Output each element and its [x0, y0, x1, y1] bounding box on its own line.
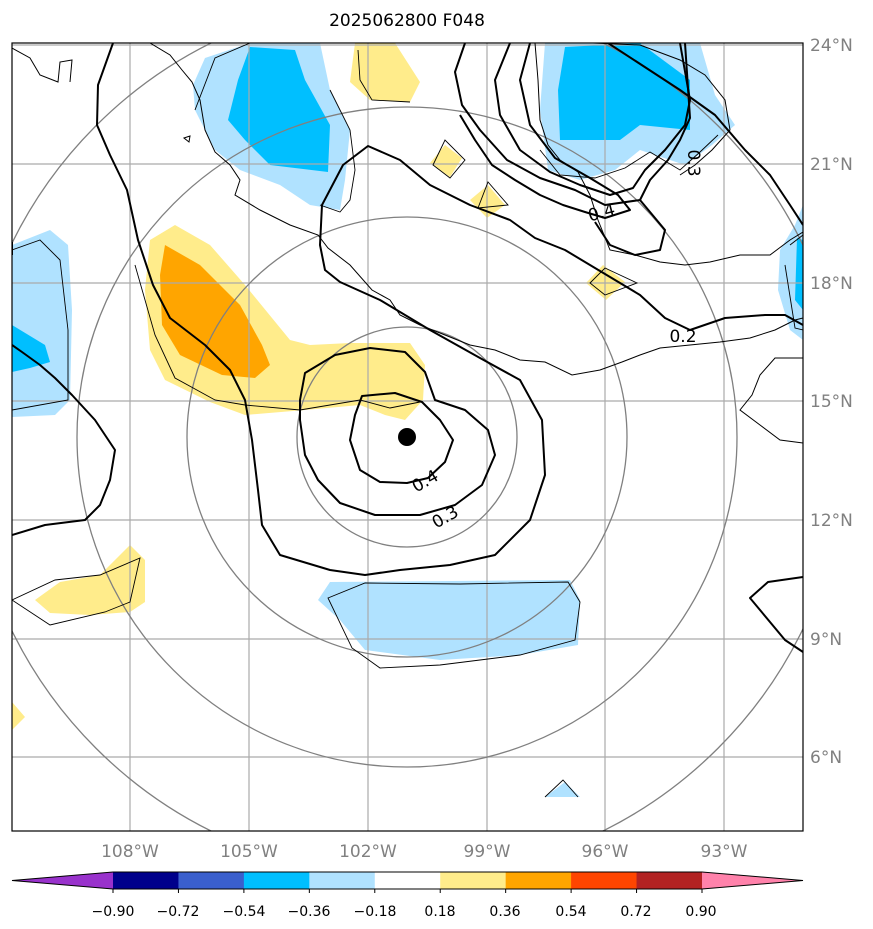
- contour-thin-yellow-north: [357, 49, 411, 103]
- contour-0.3-center: [299, 347, 496, 516]
- contour-0.4-ne: [459, 43, 631, 219]
- contour-label-02: 0.2: [669, 327, 696, 347]
- coastline-yucatan: [592, 43, 731, 176]
- colorbar-extend-high: [702, 872, 803, 889]
- lon-label-102: 102°W: [339, 842, 397, 862]
- coastline-central-america: [739, 357, 803, 444]
- lat-label-12: 12°N: [810, 511, 853, 531]
- contour-thin-nw: [194, 43, 356, 213]
- lat-label-18: 18°N: [810, 274, 853, 294]
- colorbar-tick-label: −0.54: [223, 904, 266, 920]
- shade-yellow-sw-edge: [12, 702, 25, 730]
- contour-thin-small-3: [589, 267, 639, 296]
- colorbar-tick-label: 0.72: [620, 904, 651, 920]
- contour-thin-south: [327, 581, 581, 669]
- lat-label-6: 6°N: [810, 748, 842, 768]
- colorbar-tick-label: −0.36: [288, 904, 331, 920]
- contour-thin-se: [544, 779, 579, 798]
- contour-0.3-left: [12, 344, 116, 536]
- contour-thin-east: [784, 234, 803, 331]
- shade-blue-nw: [228, 47, 330, 172]
- colorbar-segment: [505, 872, 572, 889]
- coastline-small-island: [182, 135, 191, 143]
- colorbar-tick-label: −0.72: [157, 904, 200, 920]
- contour-0.4-center: [349, 392, 454, 484]
- contour-0.3-se: [749, 576, 803, 653]
- contour-thin-west: [12, 239, 69, 411]
- latitude-labels: 24°N 21°N 18°N 15°N 12°N 9°N 6°N: [810, 36, 853, 768]
- map-title: 2025062800 F048: [329, 11, 485, 31]
- contour-0.2-upper-ne: [607, 43, 803, 226]
- shade-blue-west: [12, 325, 50, 372]
- lon-label-105: 105°W: [220, 842, 278, 862]
- shade-yellow-sw: [35, 545, 145, 615]
- lat-label-9: 9°N: [810, 630, 842, 650]
- colorbar-tick-label: 0.54: [555, 904, 586, 920]
- coastline-gulf: [534, 43, 803, 266]
- lon-label-96: 96°W: [582, 842, 629, 862]
- shade-yellow-small-1: [430, 145, 462, 177]
- contour-0.2-upper-ne-lower: [594, 199, 666, 256]
- shade-blue-ne: [558, 43, 690, 140]
- colorbar-tick-label: −0.18: [354, 904, 397, 920]
- colorbar-segment: [571, 872, 638, 889]
- lon-label-99: 99°W: [464, 842, 511, 862]
- colorbar: [11, 871, 804, 893]
- thick-contours: [12, 43, 803, 653]
- coastline-mexico-pacific: [12, 43, 803, 376]
- graticule: [12, 43, 803, 831]
- colorbar-tick-label: 0.90: [685, 904, 716, 920]
- colorbar-extend-low: [12, 872, 113, 889]
- map-content: 0.4 0.3 0.2 0.4 0.3: [12, 43, 803, 831]
- storm-center-marker: [398, 428, 416, 446]
- colorbar-tick-label: 0.18: [424, 904, 455, 920]
- contour-0.3-ne: [494, 43, 691, 196]
- colorbar-segment: [440, 872, 507, 889]
- shade-blue-east: [795, 238, 803, 310]
- colorbar-segment: [113, 872, 179, 889]
- shade-light-blue-west: [12, 230, 72, 417]
- range-rings: [12, 43, 803, 831]
- lon-label-108: 108°W: [101, 842, 159, 862]
- coastlines: [12, 43, 803, 444]
- map-frame: [11, 42, 804, 832]
- contour-thin-ne: [539, 134, 719, 179]
- longitude-labels: 108°W 105°W 102°W 99°W 96°W 93°W: [101, 842, 748, 862]
- colorbar-tick-label: 0.36: [489, 904, 520, 920]
- contour-thin-small-2: [477, 181, 509, 209]
- lat-label-21: 21°N: [810, 155, 853, 175]
- colorbar-segment: [178, 872, 245, 889]
- colorbar-segment: [309, 872, 376, 889]
- shade-light-blue-east: [778, 205, 803, 340]
- contour-label-ne-03: 0.3: [683, 149, 703, 176]
- contour-0.2-main: [96, 43, 803, 576]
- colorbar-labels: −0.90 −0.72 −0.54 −0.36 −0.18 0.18 0.36 …: [92, 904, 717, 920]
- colorbar-tick-label: −0.90: [92, 904, 135, 920]
- lat-label-15: 15°N: [810, 392, 853, 412]
- contour-thin-small-1: [432, 139, 466, 179]
- shade-light-blue-south: [318, 580, 580, 660]
- shade-orange-central: [160, 245, 270, 378]
- contour-0.2-ne: [454, 43, 691, 206]
- lon-label-93: 93°W: [701, 842, 748, 862]
- shade-light-blue-south-edge: [545, 782, 580, 797]
- lat-label-24: 24°N: [810, 36, 853, 56]
- colorbar-segment: [636, 872, 703, 889]
- colorbar-segment: [374, 872, 441, 889]
- colorbar-segment: [243, 872, 310, 889]
- contour-thin-sw: [12, 557, 141, 626]
